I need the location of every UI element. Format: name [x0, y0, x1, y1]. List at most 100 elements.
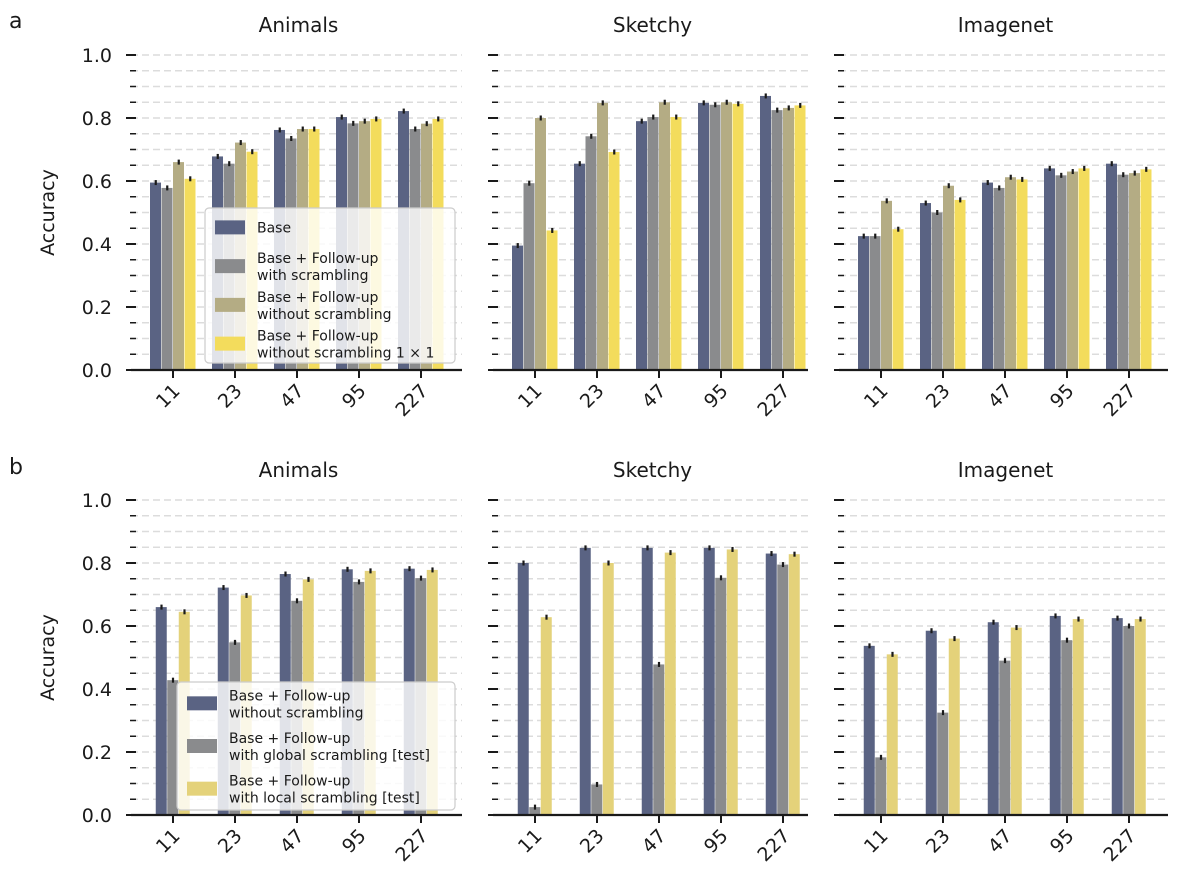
subplot-title: Imagenet: [958, 458, 1054, 482]
legend-swatch: [187, 739, 217, 753]
x-tick-label: 227: [753, 380, 794, 421]
bar: [925, 630, 937, 815]
bar: [999, 660, 1011, 815]
bar: [886, 654, 898, 815]
bar: [1016, 179, 1028, 370]
x-tick-label: 95: [338, 825, 371, 858]
bar: [641, 547, 653, 815]
legend-label-line: with local scrambling [test]: [229, 791, 420, 807]
bar: [954, 199, 966, 370]
x-tick-label: 23: [922, 825, 955, 858]
x-tick-label: 23: [576, 825, 609, 858]
y-tick-label: 0.8: [82, 553, 112, 575]
legend-label-line: without scrambling: [257, 307, 391, 323]
legend-label-line: Base + Follow-up: [229, 731, 351, 747]
bar: [653, 664, 665, 815]
bar: [920, 203, 931, 370]
legend-label: Base + Follow-up without scrambling: [229, 688, 363, 721]
legend-swatch: [187, 781, 217, 796]
y-tick-label: 0.6: [82, 616, 112, 638]
y-axis-label: Accuracy: [37, 614, 59, 701]
legend: Base Base + Follow-up with scrambling Base …: [204, 207, 456, 364]
x-tick-label: 95: [338, 380, 371, 413]
bar: [670, 117, 682, 371]
bar: [777, 564, 789, 815]
bar: [512, 245, 523, 370]
bar: [863, 645, 875, 815]
y-tick-label: 1.0: [82, 490, 112, 512]
y-axis-label: Accuracy: [37, 169, 59, 256]
x-tick-label: 47: [984, 825, 1017, 858]
bar: [760, 95, 771, 370]
x-tick-label: 95: [1046, 380, 1079, 413]
legend-box: [204, 207, 456, 364]
bar: [1072, 619, 1084, 815]
x-tick-label: 47: [638, 825, 671, 858]
x-tick-label: 11: [514, 380, 547, 413]
x-tick-label: 47: [984, 380, 1017, 413]
subplot-sketchy: 11 23 47 95 227 Sketchy: [488, 13, 808, 421]
bar: [709, 104, 721, 371]
legend-label-line: Base: [257, 220, 291, 236]
legend-label: Base + Follow-up with local scrambling [t…: [229, 774, 420, 807]
bar: [535, 118, 546, 370]
bar: [1010, 627, 1022, 815]
x-tick-label: 227: [1099, 380, 1140, 421]
x-tick-label: 11: [860, 380, 893, 413]
bar: [647, 117, 659, 371]
bar: [875, 757, 887, 815]
bar: [943, 185, 954, 370]
legend-label: Base + Follow-up without scrambling: [257, 290, 391, 323]
bar: [732, 103, 744, 370]
x-tick-label: 11: [152, 825, 185, 858]
bar: [1055, 175, 1067, 370]
subplot-imagenet: 11 23 47 95 227 Imagenet: [834, 13, 1168, 421]
x-tick-label: 227: [1099, 825, 1140, 866]
x-tick-label: 11: [860, 825, 893, 858]
y-tick-label: 0.0: [82, 805, 112, 827]
bar: [546, 230, 558, 370]
bar: [173, 162, 184, 370]
legend-label: Base + Follow-up without scrambling 1 × 1: [257, 329, 434, 362]
y-tick-label: 0.8: [82, 108, 112, 130]
x-tick-label: 23: [214, 825, 247, 858]
bar: [765, 553, 777, 815]
bar: [529, 807, 541, 815]
bar: [1078, 168, 1090, 370]
legend-label: Base + Follow-up with scrambling: [257, 251, 379, 284]
bar: [1067, 171, 1078, 370]
x-tick-label: 95: [700, 825, 733, 858]
bar: [721, 102, 732, 370]
bar: [858, 236, 869, 370]
bar: [591, 784, 603, 815]
bar: [892, 229, 904, 370]
x-tick-label: 47: [276, 380, 309, 413]
bar: [1044, 168, 1055, 370]
subplot-title: Imagenet: [958, 13, 1054, 37]
bar: [698, 102, 709, 370]
subplot-sketchy: 11 23 47 95 227 Sketchy: [488, 458, 808, 866]
bar: [659, 102, 670, 370]
bar: [184, 178, 196, 370]
bar: [987, 622, 999, 815]
bar: [948, 638, 960, 815]
subplot-title: Animals: [259, 13, 339, 37]
subplot-title: Animals: [259, 458, 339, 482]
bar: [783, 107, 794, 371]
bar: [881, 200, 892, 370]
legend-label-line: with global scrambling [test]: [229, 748, 430, 764]
bar: [1111, 618, 1123, 815]
bar: [771, 110, 783, 370]
y-tick-label: 0.2: [82, 742, 112, 764]
x-tick-label: 47: [638, 380, 671, 413]
bar: [1061, 640, 1073, 815]
bar: [703, 547, 715, 815]
y-tick-label: 0.2: [82, 297, 112, 319]
bar: [517, 563, 529, 815]
bar: [523, 183, 535, 370]
panel-letter: a: [9, 9, 22, 34]
bar: [579, 547, 591, 815]
legend-label: Base + Follow-up with global scrambling […: [229, 731, 430, 764]
bar: [585, 136, 597, 370]
